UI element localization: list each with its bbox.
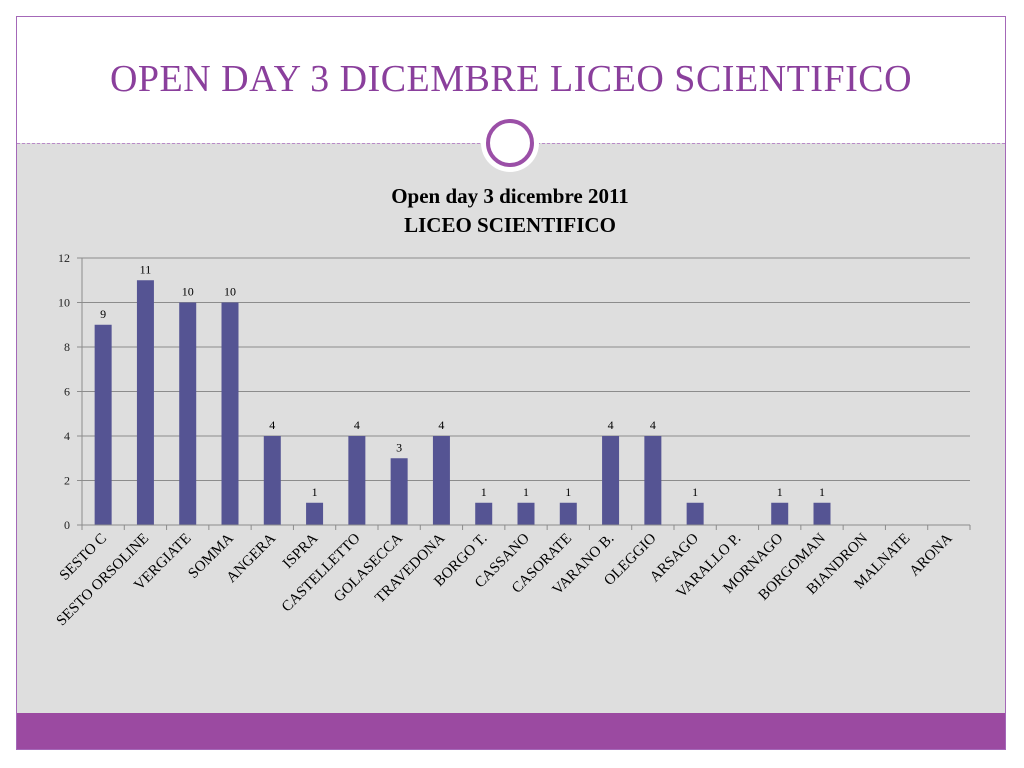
data-label: 9 [100,307,106,321]
gridlines [82,257,970,481]
bar [179,302,197,525]
data-label: 1 [777,485,783,499]
y-tick-label: 4 [64,429,70,443]
data-label: 3 [396,440,402,454]
chart-title-line-2: LICEO SCIENTIFICO [404,213,616,237]
bar [602,436,620,525]
bars [94,280,831,525]
data-label: 1 [481,485,487,499]
bar [221,302,239,525]
bar [263,436,281,525]
y-tick-label: 12 [58,251,70,265]
data-label: 1 [692,485,698,499]
bar [813,502,831,525]
chart-title-line-1: Open day 3 dicembre 2011 [391,184,629,208]
bar [306,502,324,525]
y-tick-label: 0 [64,518,70,532]
y-tick-label: 2 [64,474,70,488]
x-category-label: ARONA [907,530,956,579]
x-category-label: ISPRA [280,530,321,571]
bar [559,502,577,525]
bar [432,436,450,525]
bar [136,280,154,525]
data-label: 11 [140,262,152,276]
data-label: 4 [438,418,444,432]
bar [771,502,789,525]
data-label: 10 [224,285,236,299]
bottom-band [17,713,1005,749]
data-label: 4 [269,418,275,432]
bar [94,324,112,525]
bar [348,436,366,525]
data-label: 1 [312,485,318,499]
bar [644,436,662,525]
data-label: 4 [354,418,360,432]
slide: OPEN DAY 3 DICEMBRE LICEO SCIENTIFICO [16,16,1006,750]
circle-ornament-ring [486,119,534,167]
data-label: 1 [819,485,825,499]
bar [390,458,408,525]
slide-title: OPEN DAY 3 DICEMBRE LICEO SCIENTIFICO [109,58,913,100]
data-label: 4 [650,418,656,432]
data-label: 4 [608,418,614,432]
circle-ornament-icon [481,114,539,172]
y-tick-label: 6 [64,385,70,399]
bar [686,502,704,525]
bar [475,502,493,525]
bar [517,502,535,525]
data-label: 1 [523,485,529,499]
y-tick-label: 10 [58,296,70,310]
data-label: 1 [565,485,571,499]
y-tick-label: 8 [64,340,70,354]
data-label: 10 [182,285,194,299]
